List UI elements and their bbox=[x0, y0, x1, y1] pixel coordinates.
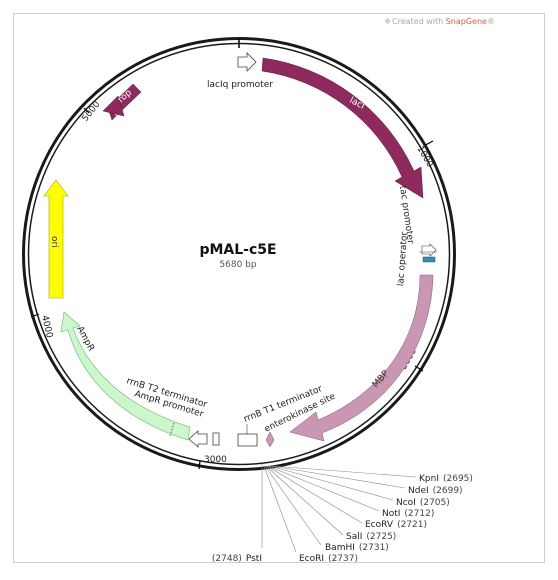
tick-2000-mark bbox=[414, 365, 424, 372]
leader-noti bbox=[267, 465, 380, 512]
created-with-credit: Created with SnapGene® bbox=[392, 17, 495, 26]
site-ndei[interactable]: NdeI (2699) bbox=[408, 486, 463, 496]
tick-label-3000: 3000 bbox=[204, 455, 227, 465]
leader-sali bbox=[265, 465, 344, 536]
plasmid-name: pMAL-c5E bbox=[199, 242, 276, 258]
snapgene-logo-icon: ❖ bbox=[384, 17, 391, 26]
tick-3000-mark bbox=[198, 460, 201, 470]
site-ecori[interactable]: EcoRI (2737) bbox=[299, 554, 358, 564]
ampr-promoter-arrow[interactable] bbox=[188, 430, 208, 448]
ori-arrow[interactable] bbox=[43, 179, 69, 299]
laciq-promoter-arrow[interactable] bbox=[237, 52, 257, 72]
leader-ncoi bbox=[269, 465, 394, 501]
enterokinase-site-mark[interactable] bbox=[265, 431, 275, 448]
rrnb-t1-terminator-box[interactable] bbox=[237, 433, 258, 447]
lac-operator-label: lac operator bbox=[396, 231, 410, 286]
site-bamhi[interactable]: BamHI (2731) bbox=[325, 543, 389, 553]
ampr-gene-arrow[interactable] bbox=[60, 311, 191, 441]
lac-operator-box[interactable] bbox=[422, 256, 436, 263]
site-psti[interactable]: (2748) PstI bbox=[212, 554, 262, 564]
rrnb-t2-terminator-box[interactable] bbox=[212, 432, 220, 446]
leader-kpni bbox=[272, 465, 417, 478]
mbp-gene-arrow[interactable] bbox=[289, 274, 434, 442]
backbone-outer-ring bbox=[22, 37, 456, 471]
site-kpni[interactable]: KpnI (2695) bbox=[419, 474, 473, 484]
leader-ecori bbox=[263, 465, 297, 553]
rop-arrow-head bbox=[102, 95, 125, 117]
laciq-promoter-label: lacIq promoter bbox=[207, 80, 273, 90]
site-ecorv[interactable]: EcoRV (2721) bbox=[365, 520, 427, 530]
ori-label: ori bbox=[49, 236, 59, 248]
tick-1000-mark bbox=[425, 140, 434, 146]
site-sali[interactable]: SalI (2725) bbox=[346, 532, 396, 542]
plasmid-size: 5680 bp bbox=[219, 260, 256, 270]
ampr-promoter-overlap-line bbox=[169, 422, 175, 437]
leader-ecorv bbox=[266, 465, 363, 524]
tick-4000-mark bbox=[30, 313, 40, 318]
snapgene-brand: SnapGene bbox=[446, 17, 487, 26]
site-ncoi[interactable]: NcoI (2705) bbox=[396, 498, 450, 508]
leader-bamhi bbox=[264, 465, 322, 546]
tac-promoter-arrow[interactable] bbox=[421, 243, 437, 257]
restriction-site-leaders bbox=[261, 464, 417, 553]
tick-5000-mark bbox=[83, 107, 90, 114]
site-noti[interactable]: NotI (2712) bbox=[382, 509, 434, 519]
leader-ndei bbox=[271, 465, 406, 489]
laci-gene-arrow[interactable] bbox=[261, 57, 424, 199]
map-border bbox=[13, 13, 545, 563]
